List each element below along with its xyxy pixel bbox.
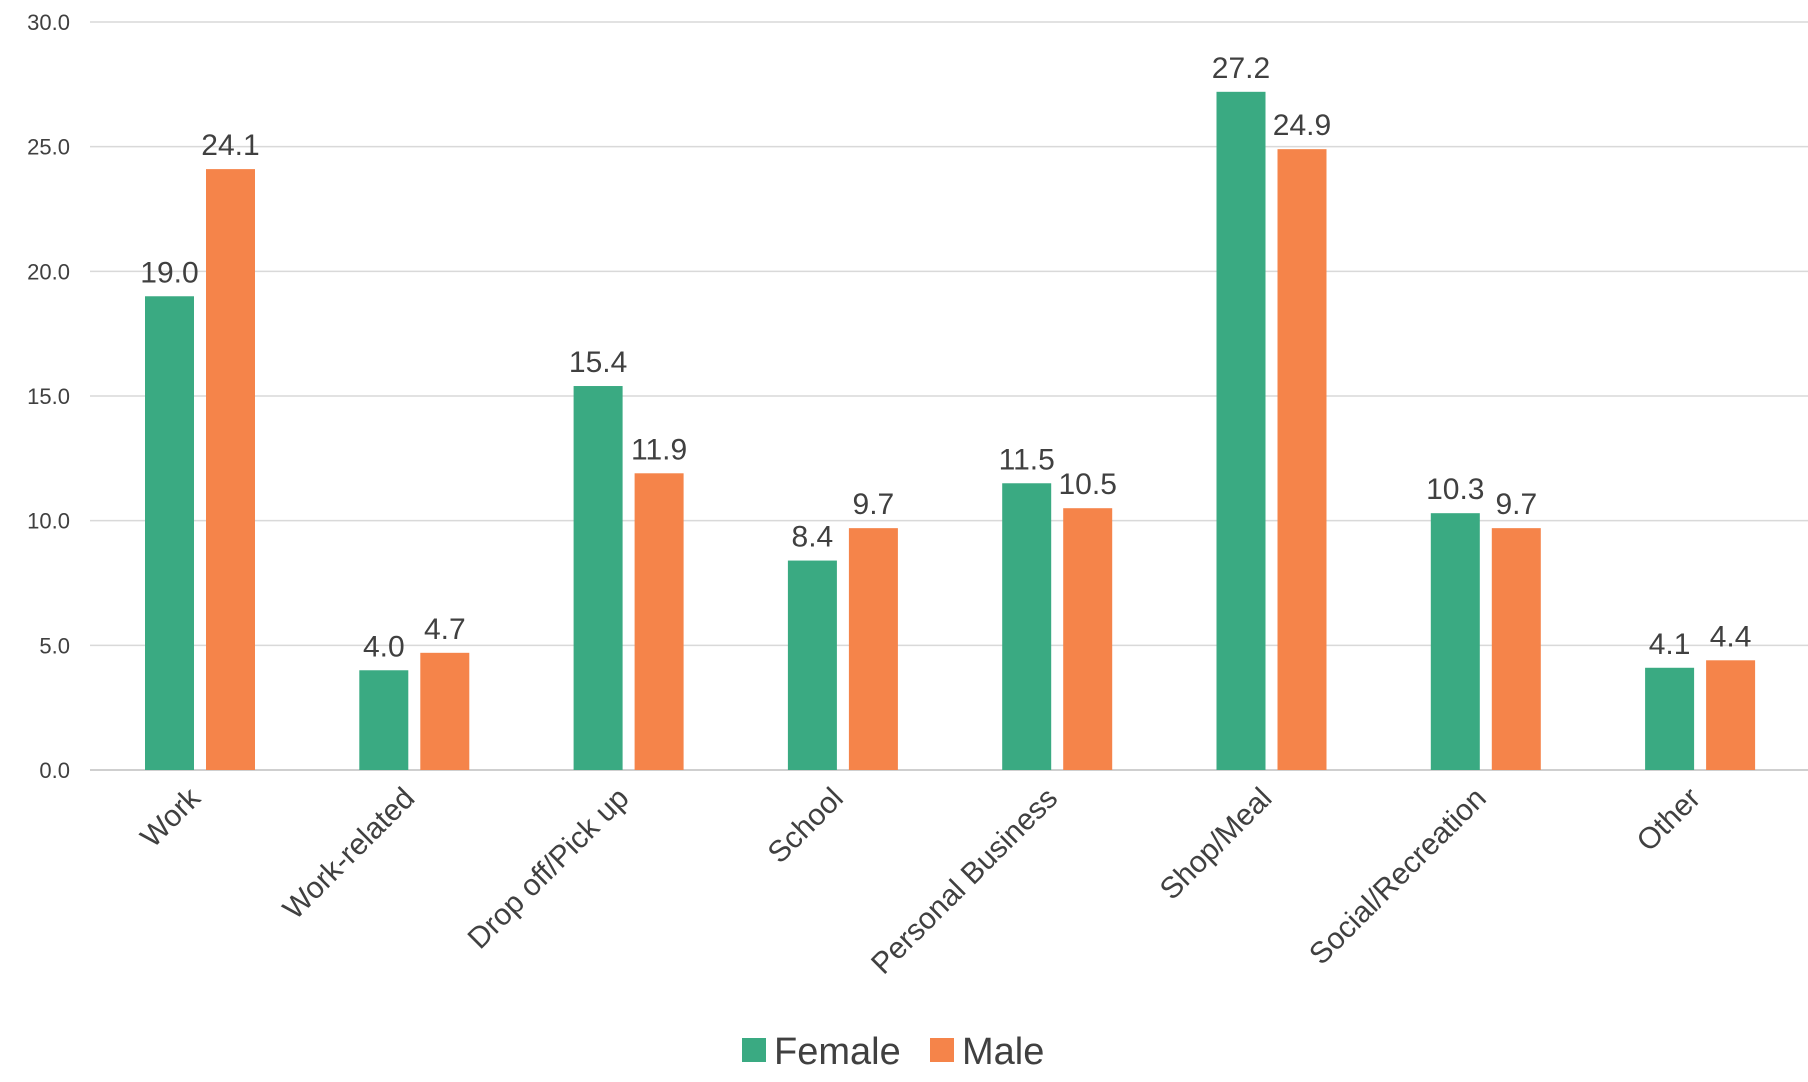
bar-male <box>1491 528 1541 770</box>
bar-female <box>1645 667 1695 770</box>
y-tick-label: 10.0 <box>27 509 70 534</box>
legend-label-female: Female <box>774 1031 901 1073</box>
bar-female <box>1002 483 1052 770</box>
legend-label-male: Male <box>962 1031 1044 1073</box>
data-label: 4.0 <box>363 630 405 663</box>
y-tick-label: 30.0 <box>27 10 70 35</box>
bar-male <box>848 528 898 770</box>
bar-female <box>573 386 623 770</box>
category-label: Work <box>135 781 208 854</box>
data-labels: 19.0 24.1 4.0 4.7 15.4 11.9 8.4 9.7 11.510.5 27.2… <box>140 52 1751 663</box>
bar-female <box>145 296 194 770</box>
bar-male <box>420 652 470 770</box>
data-label: 9.7 <box>1495 488 1537 521</box>
legend-swatch-female <box>742 1038 766 1062</box>
gridlines <box>90 21 1808 771</box>
category-label: Shop/Meal <box>1154 782 1279 907</box>
category-label: Personal Business <box>865 782 1064 981</box>
bar-male <box>634 473 684 770</box>
legend: Female Male <box>742 1031 1044 1073</box>
y-tick-label: 20.0 <box>27 259 70 284</box>
data-label: 4.7 <box>424 613 466 646</box>
data-label: 24.9 <box>1273 109 1331 142</box>
data-label: 9.7 <box>853 488 895 521</box>
bar-male <box>206 169 255 770</box>
data-label: 11.9 <box>631 433 687 466</box>
bar-male <box>1063 508 1113 770</box>
data-label: 19.0 <box>140 256 198 289</box>
y-tick-label: 25.0 <box>27 135 70 160</box>
data-label: 10.5 <box>1059 468 1117 501</box>
data-label: 4.1 <box>1649 628 1691 661</box>
bar-female <box>787 560 837 770</box>
y-tick-label: 0.0 <box>39 758 70 783</box>
y-axis-ticks: 0.0 5.0 10.0 15.0 20.0 25.0 30.0 <box>27 10 70 783</box>
bar-female <box>359 670 409 770</box>
category-label: Work-related <box>277 782 421 926</box>
bars <box>145 91 1756 770</box>
bar-female <box>1430 513 1480 770</box>
data-label: 11.5 <box>999 443 1055 476</box>
category-label: Drop off/Pick up <box>462 782 636 956</box>
y-tick-label: 5.0 <box>39 633 70 658</box>
bar-female <box>1216 91 1266 770</box>
bar-male <box>1706 660 1756 770</box>
data-label: 10.3 <box>1426 473 1484 506</box>
bar-male <box>1277 149 1327 770</box>
data-label: 4.4 <box>1710 620 1752 653</box>
data-label: 8.4 <box>792 521 834 554</box>
legend-swatch-male <box>930 1038 954 1062</box>
data-label: 15.4 <box>569 346 627 379</box>
data-label: 27.2 <box>1212 52 1270 85</box>
data-label: 24.1 <box>201 129 259 162</box>
category-label: Social/Recreation <box>1303 782 1493 972</box>
x-axis-categories: Work Work-related Drop off/Pick up School Pe… <box>135 781 1708 981</box>
category-label: Other <box>1631 782 1707 858</box>
category-label: School <box>762 782 850 870</box>
y-tick-label: 15.0 <box>27 384 70 409</box>
